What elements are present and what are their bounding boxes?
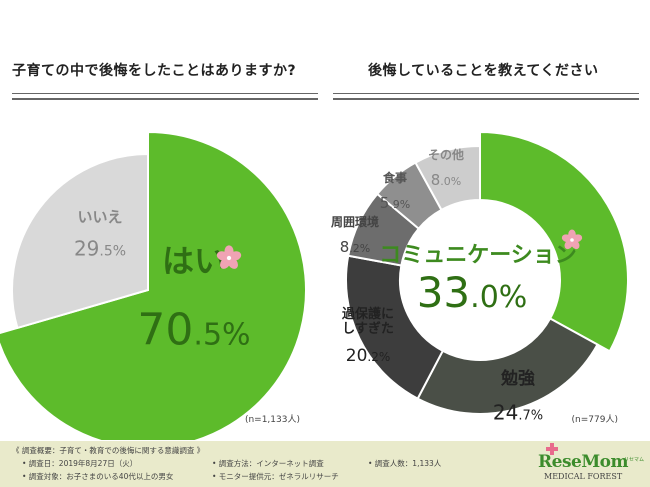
category-label: いいえ bbox=[77, 208, 122, 226]
left-title-rule bbox=[12, 93, 318, 100]
data-label-no: いいえ 29.5% bbox=[74, 208, 126, 261]
category-label: 勉強 bbox=[500, 368, 535, 389]
category-label: 過保護に bbox=[341, 306, 394, 322]
category-label: その他 bbox=[428, 147, 464, 162]
value-label: 20.2% bbox=[346, 346, 391, 366]
right-title-rule bbox=[333, 93, 639, 100]
footer-provider: • モニター提供元：ゼネラルリサーチ bbox=[212, 472, 339, 481]
pie-slice-no bbox=[11, 152, 149, 330]
pie-slice-yes bbox=[0, 130, 307, 440]
data-label-yes: はい 70.5% bbox=[137, 242, 250, 356]
data-label-meals: 食事 5.9% bbox=[380, 170, 411, 212]
value-label: 70.5% bbox=[137, 305, 250, 356]
category-label: はい bbox=[162, 242, 226, 280]
right-n-note: (n=779人) bbox=[572, 414, 618, 425]
footer-heading: 《 調査概要：子育て・教育での後悔に関する意識調査 》 bbox=[12, 446, 205, 455]
left-title: 子育ての中で後悔をしたことはありますか? bbox=[12, 63, 297, 79]
logo-text: ReseMom bbox=[538, 452, 628, 472]
donut-hole bbox=[400, 200, 560, 360]
data-label-environment: 周囲環境 8.2% bbox=[331, 214, 379, 256]
footer-count: • 調査人数：1,133人 bbox=[368, 459, 442, 468]
data-label-study: 勉強 24.7% bbox=[493, 368, 543, 425]
left-n-note: (n=1,133人) bbox=[245, 414, 300, 425]
logo-subtext: MEDICAL FOREST bbox=[544, 472, 623, 481]
value-label: 8.0% bbox=[431, 171, 462, 189]
right-title: 後悔していることを教えてください bbox=[368, 63, 599, 79]
value-label: 29.5% bbox=[74, 237, 126, 261]
value-label: 8.2% bbox=[340, 238, 371, 256]
survey-footer: 《 調査概要：子育て・教育での後悔に関する意識調査 》 • 調査日：2019年8… bbox=[0, 441, 650, 487]
value-label: 33.0% bbox=[417, 268, 528, 317]
flower-icon bbox=[561, 229, 583, 250]
footer-target: • 調査対象：お子さまのいる40代以上の男女 bbox=[22, 472, 174, 481]
logo-cross-icon bbox=[546, 443, 558, 455]
data-label-other: その他 8.0% bbox=[428, 147, 464, 189]
category-label: コミュニケーション bbox=[379, 243, 577, 268]
footer-date: • 調査日：2019年8月27日（火） bbox=[22, 459, 138, 468]
resemom-logo: ReseMom リセマム MEDICAL FOREST bbox=[534, 443, 645, 484]
category-label: 周囲環境 bbox=[331, 214, 379, 229]
donut-slice-communication bbox=[479, 130, 629, 353]
category-label: 食事 bbox=[382, 170, 407, 185]
flower-icon bbox=[216, 245, 242, 269]
category-label: しすぎた bbox=[342, 320, 394, 336]
footer-method: • 調査方法：インターネット調査 bbox=[212, 459, 324, 468]
value-label: 5.9% bbox=[380, 194, 411, 212]
value-label: 24.7% bbox=[493, 401, 543, 425]
logo-kana: リセマム bbox=[624, 457, 645, 463]
